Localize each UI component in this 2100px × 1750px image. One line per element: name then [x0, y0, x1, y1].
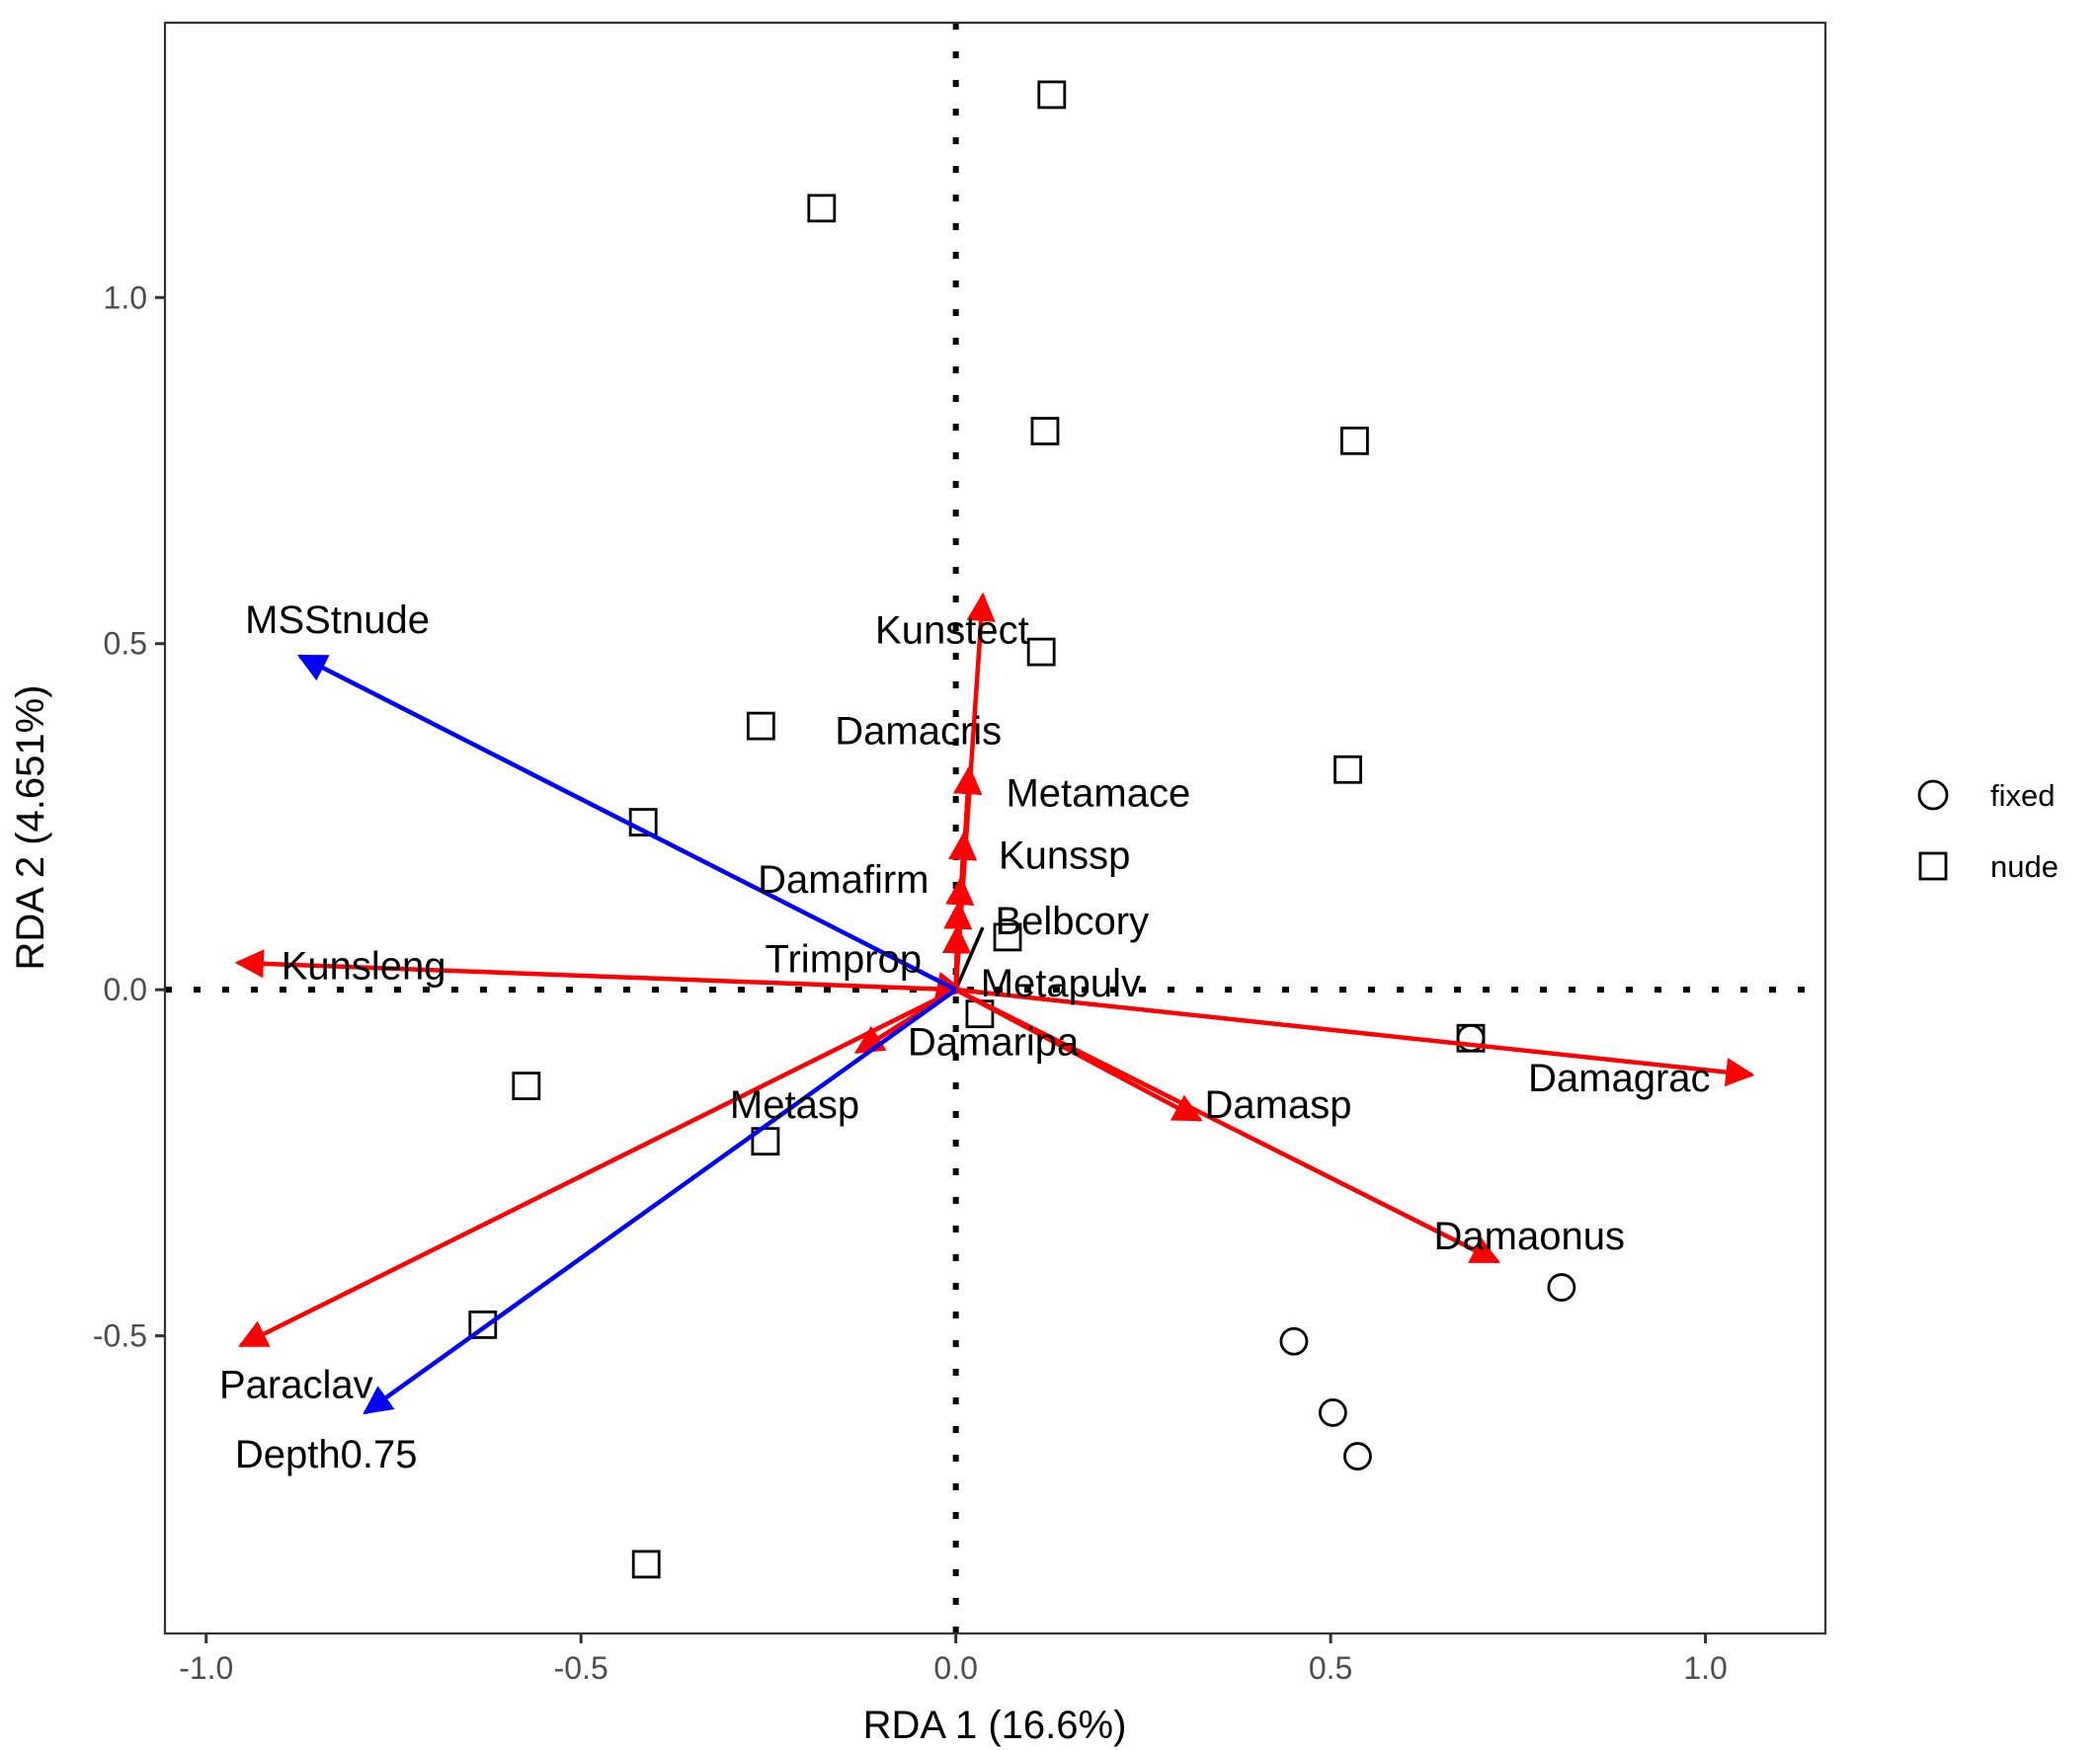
arrow-label-damaripa: Damaripa: [908, 1021, 1080, 1065]
arrow-label-metamace: Metamace: [1006, 771, 1190, 815]
x-axis-title: RDA 1 (16.6%): [863, 1704, 1127, 1747]
point-fixed: [1318, 1398, 1347, 1427]
x-tick-label: 1.0: [1683, 1650, 1727, 1686]
point-nude: [746, 711, 775, 741]
panel-background: [165, 23, 1825, 1633]
point-nude: [1037, 80, 1067, 110]
arrow-label-belbcory: Belbcory: [995, 900, 1149, 943]
point-fixed: [1343, 1442, 1372, 1471]
species-arrow-kunsleng: [234, 949, 956, 993]
y-tick-label: 0.0: [104, 972, 147, 1007]
point-nude: [993, 922, 1022, 952]
point-nude: [1026, 637, 1056, 667]
arrow-label-msstnude: MSStnude: [245, 598, 430, 642]
env-arrow-depth0-75: [363, 988, 957, 1415]
x-tick-label: -0.5: [554, 1650, 608, 1686]
arrow-label-depth0-75: Depth0.75: [235, 1433, 418, 1476]
legend-label-nude: nude: [1990, 849, 2059, 884]
point-nude: [512, 1072, 541, 1100]
point-fixed: [1279, 1326, 1309, 1356]
point-nude: [631, 1550, 661, 1579]
x-tick-label: 0.5: [1309, 1650, 1352, 1686]
x-tick-label: -1.0: [179, 1650, 233, 1686]
point-nude: [1030, 417, 1060, 445]
panel-border: [163, 21, 1827, 1635]
arrow-label-kunstect: Kunstect: [875, 609, 1029, 653]
species-arrow-paraclav: [238, 988, 957, 1348]
y-axis-title: RDA 2 (4.651%): [9, 684, 52, 970]
arrow-label-damagrac: Damagrac: [1528, 1057, 1711, 1100]
legend-circle-icon: [1917, 779, 1949, 811]
point-nude: [1456, 1023, 1486, 1053]
arrow-label-damasp: Damasp: [1205, 1083, 1352, 1127]
arrow-label-paraclav: Paraclav: [219, 1364, 373, 1407]
point-nude: [1340, 426, 1369, 455]
reference-lines: [165, 23, 1825, 1633]
y-tick-label: 1.0: [104, 279, 147, 315]
y-axis: -0.5 0.0 0.5 1.0: [93, 279, 165, 1354]
y-tick-label: 0.5: [104, 626, 147, 662]
species-arrow-damaonus: [954, 988, 1500, 1264]
env-arrow-msstnude: [296, 654, 957, 993]
arrow-label-kunsleng: Kunsleng: [282, 945, 446, 989]
point-nude: [1333, 755, 1362, 784]
arrow-label-damacris: Damacris: [835, 709, 1002, 753]
legend-key-fixed: fixed: [1917, 778, 2055, 813]
legend-square-icon: [1918, 851, 1948, 881]
biplot-arrows: [234, 592, 1755, 1415]
arrow-label-damaonus: Damaonus: [1434, 1215, 1625, 1258]
arrow-label-metasp: Metasp: [730, 1083, 859, 1127]
arrow-label-damafirm: Damafirm: [758, 858, 929, 902]
legend-label-fixed: fixed: [1990, 778, 2055, 813]
arrow-label-kunssp: Kunssp: [999, 834, 1130, 877]
x-tick-label: 0.0: [933, 1650, 977, 1686]
legend-key-nude: nude: [1918, 849, 2059, 884]
species-arrow-trimprop: [941, 924, 972, 991]
x-axis: -1.0 -0.5 0.0 0.5 1.0: [179, 1633, 1728, 1686]
point-nude: [807, 194, 837, 223]
arrow-label-metapulv: Metapulv: [981, 962, 1141, 1005]
legend: fixed nude: [1917, 778, 2059, 884]
arrow-label-trimprop: Trimprop: [766, 938, 923, 982]
point-nude: [468, 1310, 498, 1339]
species-arrow-damagrac: [955, 987, 1755, 1087]
point-fixed: [1547, 1273, 1576, 1302]
y-tick-label: -0.5: [93, 1318, 147, 1354]
